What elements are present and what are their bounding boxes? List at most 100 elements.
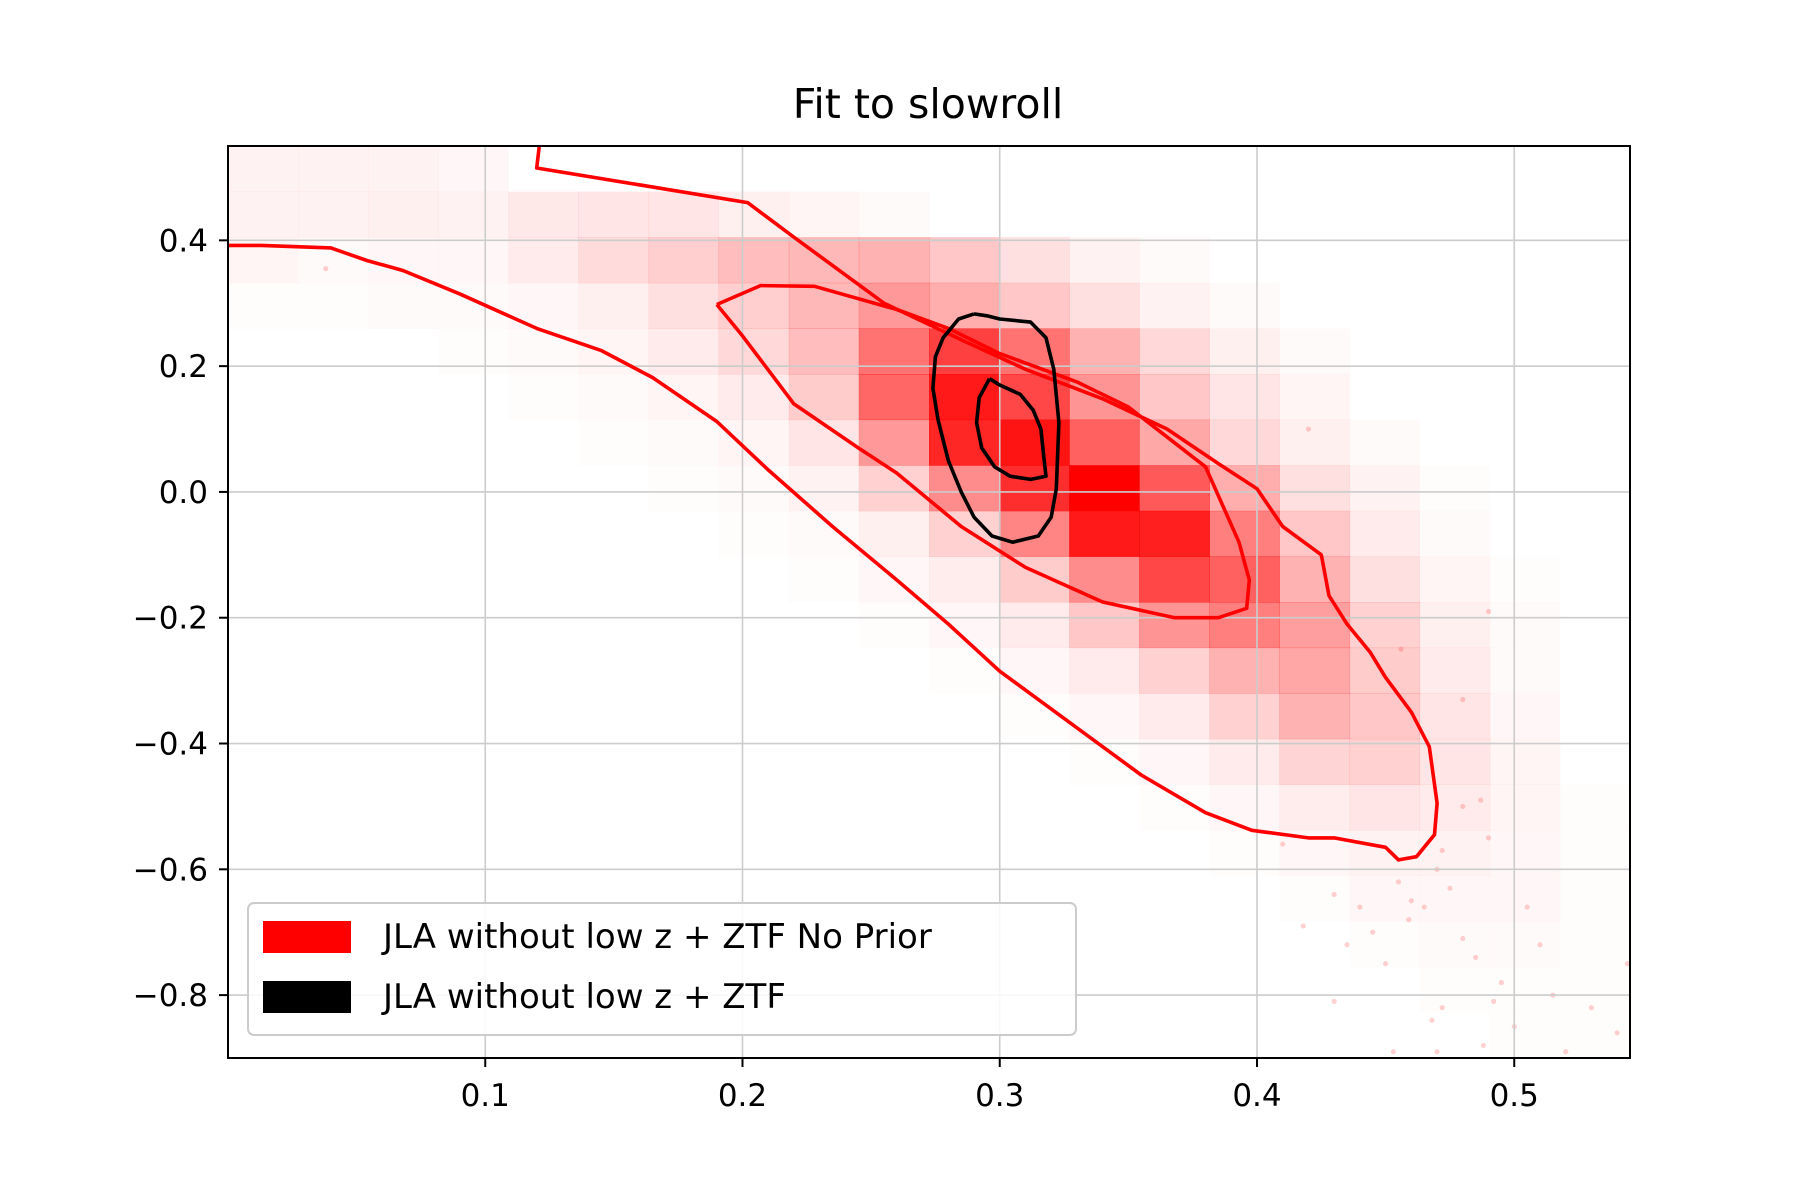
heatmap-cell bbox=[1420, 465, 1491, 511]
heatmap-cell bbox=[1069, 693, 1139, 739]
outlier-point bbox=[1498, 979, 1504, 986]
heatmap-cell bbox=[1209, 784, 1279, 830]
heatmap-cell bbox=[368, 146, 439, 193]
heatmap-cell bbox=[1209, 328, 1280, 375]
heatmap-cell bbox=[1139, 693, 1210, 740]
heatmap-cell bbox=[1490, 967, 1560, 1013]
heatmap-cell bbox=[648, 237, 720, 284]
heatmap-cell bbox=[578, 237, 650, 284]
y-axis: 0.4 0.2 0.0 −0.2 −0.4 −0.6 −0.8 bbox=[133, 223, 228, 1014]
heatmap-cell bbox=[1419, 647, 1491, 694]
heatmap-cell bbox=[1209, 283, 1279, 329]
heatmap-cell bbox=[1209, 693, 1280, 740]
y-tick-label: −0.6 bbox=[133, 852, 208, 888]
heatmap-cell bbox=[1069, 419, 1140, 466]
heatmap-cell bbox=[1069, 328, 1140, 375]
heatmap-cell bbox=[929, 602, 999, 648]
heatmap-cell bbox=[1489, 738, 1561, 785]
heatmap-cell bbox=[1139, 328, 1210, 375]
heatmap-cell bbox=[1279, 465, 1351, 512]
heatmap-cell bbox=[1139, 237, 1210, 283]
heatmap-cell bbox=[998, 465, 1070, 512]
heatmap-cell bbox=[1490, 602, 1560, 648]
heatmap-cell bbox=[1420, 876, 1491, 922]
heatmap-cell bbox=[998, 556, 1070, 603]
heatmap-cell bbox=[1350, 420, 1420, 466]
legend-label-no-prior: JLA without low z + ZTF No Prior bbox=[381, 917, 932, 957]
heatmap-cell bbox=[1349, 510, 1421, 557]
heatmap-cell bbox=[1349, 830, 1421, 877]
ztf-contour-inner bbox=[974, 377, 1048, 482]
outlier-point bbox=[1280, 841, 1286, 847]
heatmap-cell bbox=[298, 237, 369, 283]
heatmap-cell bbox=[788, 328, 860, 375]
heatmap-cell bbox=[719, 511, 790, 557]
heatmap-cell bbox=[1279, 374, 1351, 421]
heatmap-cell bbox=[998, 237, 1070, 284]
chart-title: Fit to slowroll bbox=[793, 80, 1063, 128]
plot-frame bbox=[227, 145, 1631, 1059]
y-tick-label: −0.2 bbox=[133, 601, 208, 637]
heatmap-cell bbox=[1490, 876, 1560, 922]
heatmap-cell bbox=[1139, 374, 1210, 421]
heatmap-cell bbox=[1069, 739, 1139, 785]
heatmap-cell bbox=[1490, 1012, 1560, 1058]
heatmap-cell bbox=[1209, 647, 1280, 694]
heatmap-cell bbox=[1419, 784, 1491, 831]
outlier-point bbox=[1537, 942, 1543, 948]
outlier-point bbox=[1357, 904, 1363, 910]
outlier-point bbox=[323, 266, 329, 272]
y-tick-label: 0.0 bbox=[159, 475, 208, 511]
x-tick-label: 0.1 bbox=[461, 1078, 510, 1114]
heatmap-cell bbox=[788, 374, 860, 421]
heatmap-layer bbox=[228, 146, 1631, 1058]
y-tick-label: 0.4 bbox=[159, 223, 208, 259]
outlier-point bbox=[1305, 426, 1312, 432]
heatmap-cell bbox=[1349, 738, 1421, 785]
heatmap-cell bbox=[1349, 556, 1421, 603]
outlier-point bbox=[1406, 917, 1412, 923]
outlier-point bbox=[1331, 891, 1337, 898]
x-tick-label: 0.3 bbox=[975, 1078, 1024, 1114]
outlier-point bbox=[1485, 608, 1492, 615]
heatmap-cell bbox=[929, 465, 1000, 512]
heatmap-cell bbox=[438, 191, 509, 238]
heatmap-cell bbox=[1279, 556, 1351, 603]
outlier-point bbox=[1434, 1049, 1440, 1055]
heatmap-cell bbox=[999, 648, 1070, 694]
x-tick-label: 0.2 bbox=[718, 1078, 767, 1114]
heatmap-cell bbox=[1279, 647, 1351, 694]
heatmap-cell bbox=[578, 328, 650, 375]
heatmap-cell bbox=[648, 191, 720, 238]
outlier-point bbox=[1344, 942, 1350, 948]
heatmap-cell bbox=[1279, 784, 1351, 831]
heatmap-cell bbox=[858, 419, 930, 466]
heatmap-cell bbox=[578, 420, 649, 466]
legend: JLA without low z + ZTF No Prior JLA wit… bbox=[247, 902, 1077, 1036]
heatmap-cell bbox=[1560, 784, 1631, 830]
heatmap-cell bbox=[929, 648, 999, 694]
outlier-point bbox=[1478, 797, 1484, 803]
heatmap-cell bbox=[648, 282, 720, 329]
heatmap-cell bbox=[578, 282, 650, 329]
outlier-point bbox=[1480, 1042, 1486, 1049]
y-tick-label: −0.8 bbox=[133, 978, 208, 1014]
outlier-point bbox=[1421, 904, 1427, 910]
heatmap-cell bbox=[1209, 374, 1280, 421]
y-tick-label: 0.2 bbox=[159, 349, 208, 385]
heatmap-cell bbox=[929, 237, 1000, 284]
heatmap-cell bbox=[1139, 556, 1210, 603]
legend-label-ztf: JLA without low z + ZTF bbox=[381, 977, 786, 1017]
heatmap-cell bbox=[1279, 738, 1351, 785]
heatmap-cell bbox=[1279, 419, 1351, 466]
outlier-point bbox=[1300, 923, 1306, 929]
heatmap-cell bbox=[1069, 237, 1140, 284]
heatmap-cell bbox=[1560, 1012, 1631, 1058]
heatmap-cell bbox=[788, 465, 860, 512]
heatmap-cell bbox=[1420, 511, 1491, 557]
heatmap-cell bbox=[368, 191, 439, 238]
x-axis: 0.1 0.2 0.3 0.4 0.5 bbox=[461, 1058, 1539, 1114]
heatmap-cell bbox=[438, 146, 509, 192]
outlier-point bbox=[1588, 1005, 1595, 1011]
